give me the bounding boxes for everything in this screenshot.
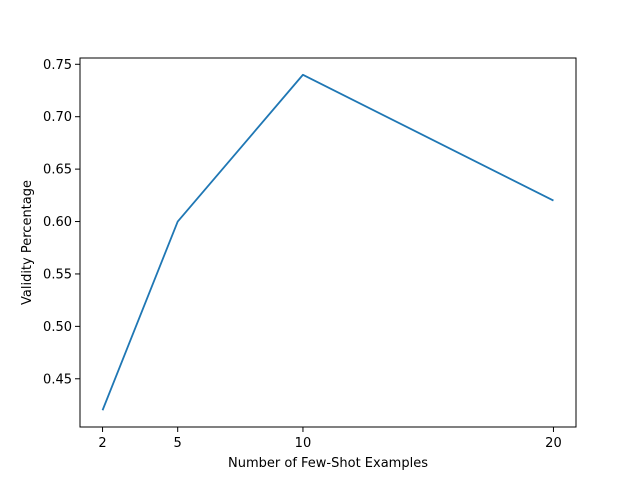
- y-axis-label: Validity Percentage: [20, 180, 35, 305]
- x-tick-label: 2: [98, 436, 106, 451]
- y-tick-label: 0.45: [43, 372, 72, 387]
- plot-area: [101, 73, 554, 411]
- axes-frame: [79, 57, 577, 428]
- x-tick-label: 10: [295, 436, 312, 451]
- ticks: 2 5 10 20 0.45 0.50 0.55 0.60 0.65 0.70 0.75: [43, 58, 562, 451]
- series-line-0: [101, 73, 554, 411]
- y-tick-label: 0.60: [43, 215, 72, 230]
- y-tick-label: 0.65: [43, 163, 72, 178]
- y-tick-label: 0.70: [43, 110, 72, 125]
- y-tick-label: 0.50: [43, 320, 72, 335]
- x-tick-label: 20: [545, 436, 562, 451]
- x-tick-label: 5: [174, 436, 182, 451]
- y-tick-label: 0.55: [43, 267, 72, 282]
- x-axis-label: Number of Few-Shot Examples: [228, 456, 428, 471]
- y-tick-label: 0.75: [43, 58, 72, 73]
